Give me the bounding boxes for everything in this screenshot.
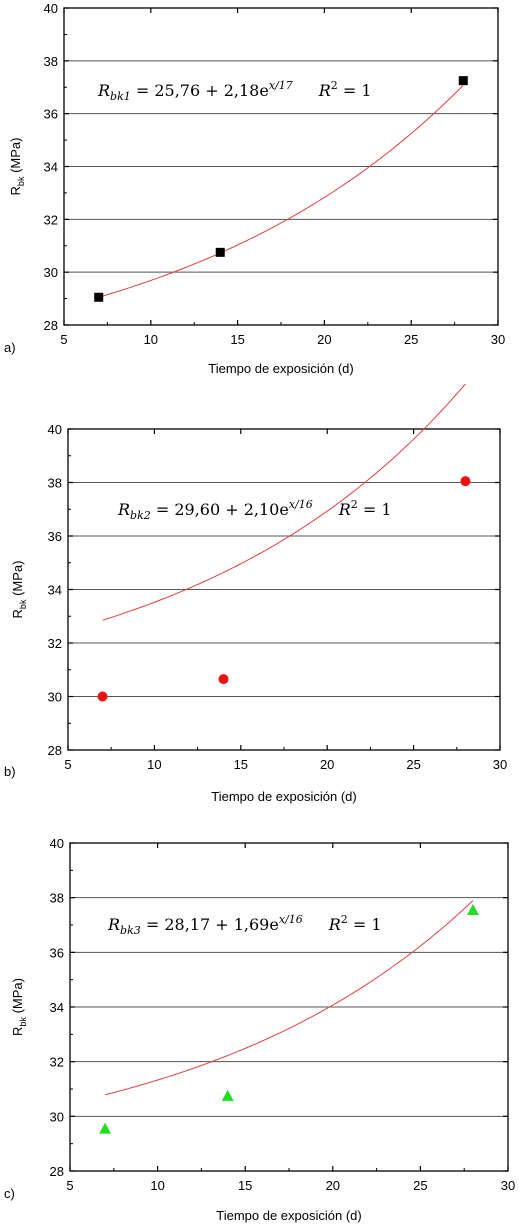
y-tick-label: 36 [48, 529, 62, 544]
y-tick-label: 40 [48, 422, 62, 437]
y-axis-label: Rbk (MPa) [10, 561, 28, 619]
data-point [466, 903, 479, 915]
y-axis-label-sub: bk [18, 599, 28, 609]
data-point [94, 292, 104, 302]
y-tick-label: 28 [48, 743, 62, 758]
r-squared-exponent: 2 [331, 79, 338, 92]
equation-exponent: x/16 [279, 913, 303, 926]
r-squared-label: R [338, 500, 351, 519]
data-point [99, 1122, 112, 1134]
y-tick-label: 34 [48, 583, 62, 598]
y-tick-label: 28 [50, 1164, 64, 1179]
x-tick-label: 30 [493, 757, 507, 772]
fit-equation: Rbk1 = 25,76 + 2,18ex/17 R2 = 1 [97, 79, 372, 103]
y-tick-label: 30 [44, 265, 58, 280]
equation-lhs-sub: bk2 [130, 509, 151, 522]
equation-rhs: = 25,76 + 2,18e [131, 81, 269, 100]
x-axis-label: Tiempo de exposición (d) [216, 1208, 361, 1223]
x-tick-label: 10 [147, 757, 161, 772]
y-axis-label: Rbk (MPa) [8, 138, 26, 196]
y-tick-label: 34 [44, 160, 58, 175]
x-tick-label: 25 [406, 757, 420, 772]
x-tick-label: 25 [413, 1178, 427, 1193]
y-tick-label: 30 [50, 1109, 64, 1124]
r-squared-label: R [328, 915, 341, 934]
r-squared-exponent: 2 [341, 913, 348, 926]
data-point [97, 691, 108, 702]
x-tick-label: 20 [317, 332, 331, 347]
x-tick-label: 25 [404, 332, 418, 347]
x-tick-label: 5 [64, 757, 71, 772]
x-tick-label: 5 [66, 1178, 73, 1193]
equation-lhs: R [117, 500, 130, 519]
equation-exponent: x/17 [269, 79, 293, 92]
data-point [460, 476, 471, 487]
y-axis-label-sub: bk [18, 1017, 28, 1027]
y-axis-label-main: R [8, 186, 23, 195]
x-tick-label: 20 [326, 1178, 340, 1193]
x-axis-label: Tiempo de exposición (d) [211, 789, 356, 804]
fit-curve [98, 84, 464, 298]
fit-curve [104, 900, 474, 1096]
panel-label: b) [4, 764, 16, 779]
x-axis-label: Tiempo de exposición (d) [208, 361, 353, 376]
y-axis-label-unit: (MPa) [10, 561, 25, 600]
data-point [218, 674, 229, 685]
r-squared-label: R [318, 81, 331, 100]
y-tick-label: 38 [50, 891, 64, 906]
y-tick-label: 32 [44, 212, 58, 227]
y-tick-label: 32 [50, 1055, 64, 1070]
y-tick-label: 38 [48, 476, 62, 491]
fit-equation: Rbk2 = 29,60 + 2,10ex/16 R2 = 1 [117, 498, 392, 522]
y-axis-label: Rbk (MPa) [10, 978, 28, 1036]
data-point [458, 76, 468, 86]
chart-panel-2: 28 30 32 34 36 38 40 5 10 15 20 25 30 b) Tiempo de exp… [4, 383, 507, 804]
chart-panel-1: 28 30 32 34 36 38 40 5 10 15 20 25 30 a) Tiempo de exp… [4, 1, 505, 376]
y-axis-label-unit: (MPa) [10, 978, 25, 1017]
y-axis-label-unit: (MPa) [8, 138, 23, 177]
panel-label: a) [4, 340, 16, 355]
y-axis-label-sub: bk [16, 176, 26, 186]
r-squared-value: = 1 [348, 915, 382, 934]
x-tick-label: 10 [144, 332, 158, 347]
panel-label: c) [4, 1186, 15, 1201]
data-point [215, 247, 225, 257]
y-tick-label: 36 [50, 945, 64, 960]
x-tick-label: 15 [230, 332, 244, 347]
equation-exponent: x/16 [289, 498, 313, 511]
y-axis-label-main: R [10, 609, 25, 618]
y-tick-label: 40 [44, 1, 58, 16]
x-tick-label: 15 [234, 757, 248, 772]
r-squared-exponent: 2 [351, 498, 358, 511]
r-squared-value: = 1 [338, 81, 372, 100]
x-tick-label: 5 [60, 332, 67, 347]
equation-lhs: R [97, 81, 110, 100]
x-tick-label: 20 [320, 757, 334, 772]
equation-rhs: = 28,17 + 1,69e [141, 915, 279, 934]
y-tick-label: 36 [44, 107, 58, 122]
y-tick-label: 32 [48, 636, 62, 651]
x-tick-label: 30 [491, 332, 505, 347]
y-tick-label: 38 [44, 54, 58, 69]
equation-lhs: R [107, 915, 120, 934]
y-tick-label: 34 [50, 1000, 64, 1015]
x-tick-label: 15 [238, 1178, 252, 1193]
x-tick-label: 10 [150, 1178, 164, 1193]
fit-equation: Rbk3 = 28,17 + 1,69ex/16 R2 = 1 [107, 913, 382, 937]
y-axis-label-main: R [10, 1027, 25, 1036]
y-tick-label: 28 [44, 318, 58, 333]
equation-lhs-sub: bk3 [120, 924, 141, 937]
fit-curve [102, 383, 466, 621]
r-squared-value: = 1 [358, 500, 392, 519]
y-tick-label: 40 [50, 836, 64, 851]
equation-lhs-sub: bk1 [110, 90, 131, 103]
x-tick-label: 30 [501, 1178, 515, 1193]
chart-panel-3: 28 30 32 34 36 38 40 5 10 15 20 25 30 c) Tiempo de exp… [4, 836, 515, 1223]
y-tick-label: 30 [48, 690, 62, 705]
equation-rhs: = 29,60 + 2,10e [151, 500, 289, 519]
data-point [221, 1089, 234, 1101]
